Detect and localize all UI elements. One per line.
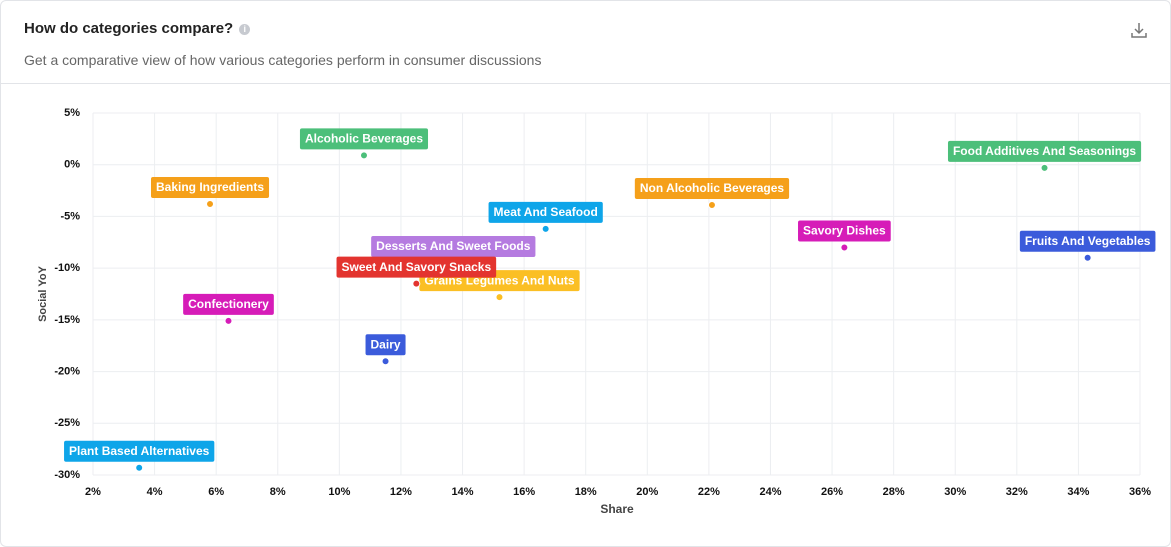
label-text: Savory Dishes	[803, 224, 886, 238]
point-label: Meat And Seafood	[488, 201, 603, 223]
label-box	[371, 235, 536, 257]
x-tick-label: 32%	[1006, 486, 1028, 498]
label-text: Fruits And Vegetables	[1025, 234, 1151, 248]
y-tick-label: -5%	[60, 210, 80, 222]
label-box	[365, 334, 406, 356]
label-text: Plant Based Alternatives	[69, 444, 210, 458]
info-icon[interactable]: i	[239, 23, 251, 35]
x-tick-label: 34%	[1067, 486, 1089, 498]
label-box	[299, 128, 429, 150]
x-tick-label: 12%	[390, 486, 412, 498]
x-tick-label: 2%	[85, 486, 101, 498]
label-box	[488, 201, 603, 223]
download-icon[interactable]	[1130, 21, 1148, 39]
y-tick-label: -15%	[54, 314, 80, 326]
point	[840, 243, 849, 252]
point	[135, 463, 144, 472]
label-text: Sweet And Savory Snacks	[342, 260, 492, 274]
label-text: Desserts And Sweet Foods	[376, 239, 531, 253]
label-text: Dairy	[371, 337, 401, 351]
header: How do categories compare? i Get a compar…	[1, 1, 1170, 84]
point-label: Savory Dishes	[798, 220, 891, 242]
point	[224, 316, 233, 325]
x-tick-label: 26%	[821, 486, 843, 498]
x-tick-label: 14%	[452, 486, 474, 498]
label-text: Food Additives And Seasonings	[953, 144, 1136, 158]
title-text: How do categories compare?	[24, 20, 234, 37]
point	[541, 224, 550, 233]
y-tick-label: 5%	[64, 107, 80, 119]
point	[381, 357, 390, 366]
x-axis-label: Share	[600, 502, 634, 516]
x-tick-label: 16%	[513, 486, 535, 498]
point	[1040, 163, 1049, 172]
label-box	[798, 220, 891, 242]
point-label: Baking Ingredients	[151, 177, 270, 199]
x-tick-label: 24%	[759, 486, 781, 498]
y-tick-label: -20%	[54, 365, 80, 377]
point	[359, 151, 368, 160]
point-label: Fruits And Vegetables	[1019, 230, 1156, 252]
y-axis-label: Social YoY	[37, 265, 49, 322]
point	[707, 201, 716, 210]
x-tick-label: 20%	[636, 486, 658, 498]
x-tick-label: 10%	[328, 486, 350, 498]
label-text: Baking Ingredients	[156, 180, 264, 194]
x-tick-label: 8%	[270, 486, 286, 498]
point	[412, 279, 421, 288]
x-tick-label: 18%	[575, 486, 597, 498]
label-text: Confectionery	[188, 297, 269, 311]
label-box	[183, 293, 274, 315]
point	[206, 200, 215, 209]
point-label: Plant Based Alternatives	[64, 440, 215, 462]
label-text: Non Alcoholic Beverages	[640, 181, 785, 195]
x-tick-label: 36%	[1129, 486, 1151, 498]
x-tick-label: 6%	[208, 486, 224, 498]
label-box	[947, 140, 1142, 162]
title: How do categories compare? i	[24, 20, 251, 37]
label-box	[336, 256, 497, 278]
y-tick-label: -25%	[54, 417, 80, 429]
x-tick-label: 22%	[698, 486, 720, 498]
label-text: Meat And Seafood	[494, 205, 598, 219]
point-label: Dairy	[365, 334, 406, 356]
point-label: Sweet And Savory Snacks	[336, 256, 497, 278]
label-text: Alcoholic Beverages	[305, 132, 423, 146]
y-tick-label: 0%	[64, 159, 80, 171]
point	[1083, 253, 1092, 262]
point-label: Non Alcoholic Beverages	[634, 178, 790, 200]
point-label: Food Additives And Seasonings	[947, 140, 1142, 162]
x-tick-label: 28%	[883, 486, 905, 498]
point-label: Alcoholic Beverages	[299, 128, 429, 150]
grid	[92, 112, 1141, 476]
subtitle: Get a comparative view of how various ca…	[24, 52, 542, 68]
y-tick-label: -10%	[54, 262, 80, 274]
x-tick-label: 30%	[944, 486, 966, 498]
label-box	[64, 440, 215, 462]
label-box	[634, 178, 790, 200]
label-box	[151, 177, 270, 199]
point-label: Desserts And Sweet Foods	[371, 235, 536, 257]
point	[495, 293, 504, 302]
y-tick-label: -30%	[54, 469, 80, 481]
x-tick-label: 4%	[147, 486, 163, 498]
label-box	[1019, 230, 1156, 252]
point-label: Confectionery	[183, 293, 274, 315]
